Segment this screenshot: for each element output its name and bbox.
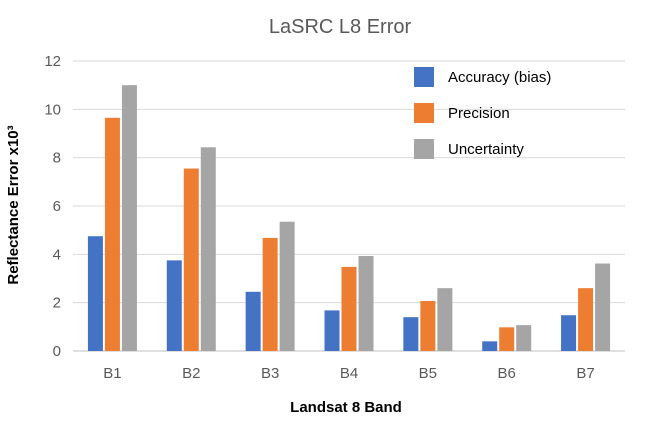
legend: Accuracy (bias) Precision Uncertainty bbox=[414, 67, 551, 159]
legend-swatch bbox=[414, 67, 434, 87]
y-tick-label: 12 bbox=[44, 53, 61, 70]
x-axis-tick-labels: B1 B2 B3 B4 B5 B6 B7 bbox=[103, 365, 595, 382]
gridlines bbox=[73, 60, 625, 352]
bars bbox=[87, 85, 611, 352]
bar-b7-series-3 bbox=[595, 263, 611, 351]
y-axis-title: Reflectance Error x10³ bbox=[5, 125, 22, 284]
y-tick-label: 0 bbox=[53, 343, 61, 360]
bar-b4-series-1 bbox=[324, 310, 340, 351]
y-tick-label: 2 bbox=[53, 295, 61, 312]
x-tick-label: B7 bbox=[576, 365, 594, 382]
bar-b4-series-3 bbox=[358, 256, 374, 351]
bar-b1-series-3 bbox=[121, 85, 137, 352]
x-tick-label: B4 bbox=[340, 365, 358, 382]
bar-b5-series-2 bbox=[420, 300, 436, 351]
bar-b6-series-1 bbox=[482, 341, 498, 351]
bar-b3-series-3 bbox=[279, 221, 295, 351]
bar-b2-series-3 bbox=[200, 147, 216, 351]
x-axis-title: Landsat 8 Band bbox=[290, 399, 402, 416]
x-tick-label: B1 bbox=[103, 365, 121, 382]
bar-b2-series-1 bbox=[166, 260, 182, 351]
legend-label: Precision bbox=[448, 105, 510, 122]
bar-b4-series-2 bbox=[341, 266, 357, 351]
legend-swatch bbox=[414, 139, 434, 159]
y-axis-tick-labels: 0 2 4 6 8 10 12 bbox=[44, 53, 61, 360]
legend-label: Uncertainty bbox=[448, 141, 524, 158]
legend-swatch bbox=[414, 103, 434, 123]
y-tick-label: 10 bbox=[44, 101, 61, 118]
x-tick-label: B3 bbox=[261, 365, 279, 382]
bar-b1-series-2 bbox=[104, 117, 120, 352]
x-tick-label: B6 bbox=[498, 365, 516, 382]
y-tick-label: 8 bbox=[53, 150, 61, 167]
bar-b5-series-1 bbox=[403, 317, 419, 351]
x-tick-label: B5 bbox=[419, 365, 437, 382]
bar-b3-series-2 bbox=[262, 237, 278, 351]
y-tick-label: 4 bbox=[53, 246, 61, 263]
bar-b6-series-2 bbox=[499, 327, 515, 351]
legend-label: Accuracy (bias) bbox=[448, 69, 551, 86]
y-tick-label: 6 bbox=[53, 198, 61, 215]
x-tick-label: B2 bbox=[182, 365, 200, 382]
bar-b5-series-3 bbox=[437, 288, 453, 351]
bar-b2-series-2 bbox=[183, 168, 199, 351]
chart-title: LaSRC L8 Error bbox=[269, 16, 412, 38]
bar-b7-series-1 bbox=[561, 315, 577, 351]
bar-b7-series-2 bbox=[578, 288, 594, 351]
bar-b1-series-1 bbox=[87, 236, 103, 351]
bar-b3-series-1 bbox=[245, 291, 261, 351]
bar-b6-series-3 bbox=[516, 325, 532, 351]
